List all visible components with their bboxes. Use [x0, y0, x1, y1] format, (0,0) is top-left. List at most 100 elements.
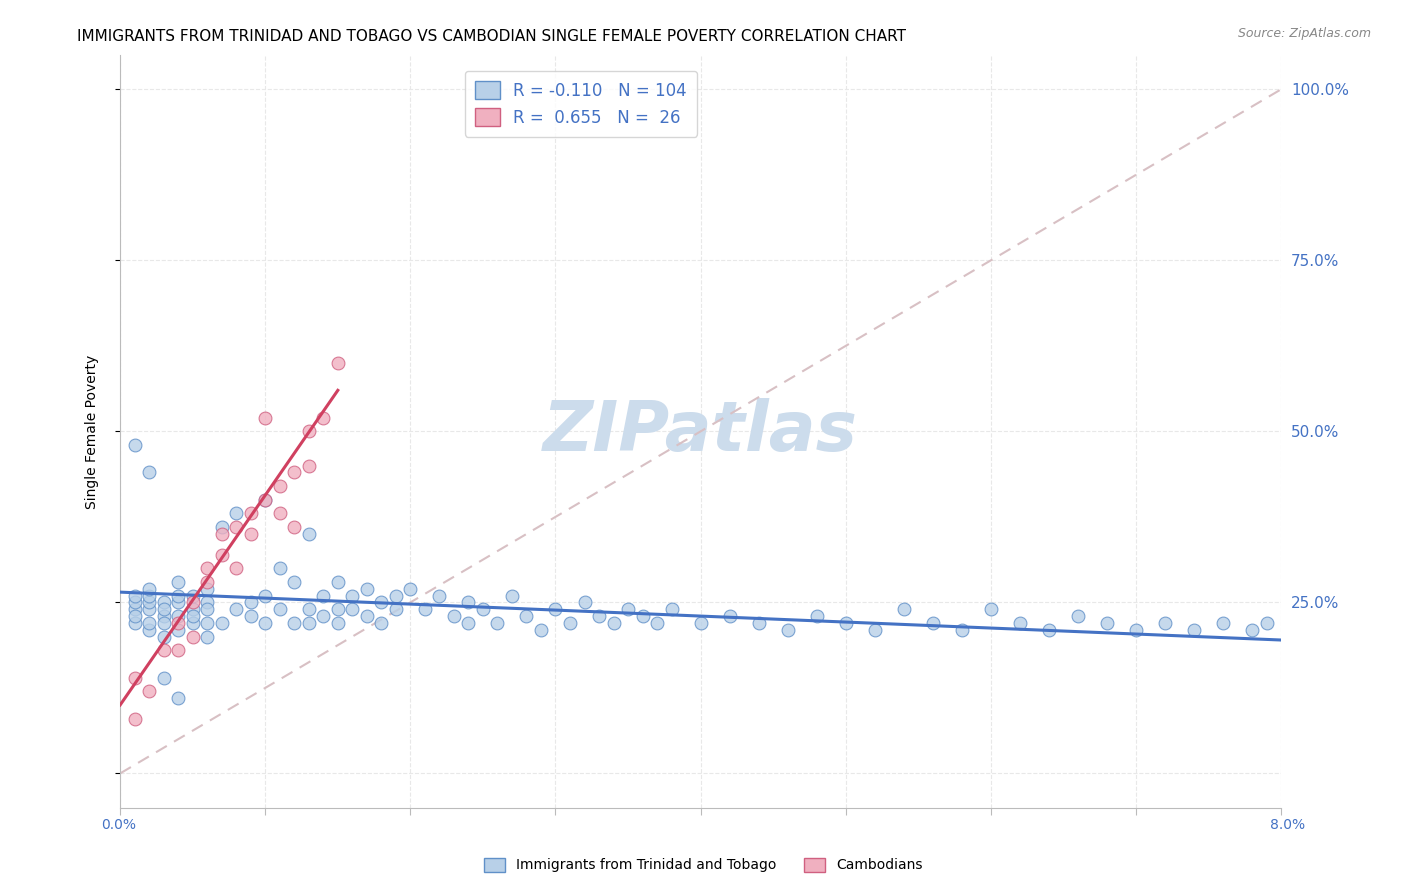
Point	[501, 589, 523, 603]
Legend: R = -0.110   N = 104, R =  0.655   N =  26: R = -0.110 N = 104, R = 0.655 N = 26	[465, 71, 697, 136]
Point	[544, 602, 567, 616]
Point	[1095, 615, 1118, 630]
Point	[211, 527, 233, 541]
Point	[138, 582, 160, 596]
Point	[1067, 609, 1090, 624]
Point	[1154, 615, 1177, 630]
Point	[181, 609, 204, 624]
Point	[574, 595, 596, 609]
Point	[181, 630, 204, 644]
Point	[283, 466, 305, 480]
Point	[124, 712, 146, 726]
Point	[181, 589, 204, 603]
Point	[429, 589, 451, 603]
Point	[457, 615, 479, 630]
Point	[239, 507, 262, 521]
Point	[138, 466, 160, 480]
Point	[921, 615, 943, 630]
Point	[211, 615, 233, 630]
Point	[124, 595, 146, 609]
Point	[950, 623, 973, 637]
Point	[661, 602, 683, 616]
Point	[298, 602, 321, 616]
Point	[269, 602, 291, 616]
Point	[239, 527, 262, 541]
Point	[588, 609, 610, 624]
Point	[152, 602, 174, 616]
Point	[283, 520, 305, 534]
Point	[152, 643, 174, 657]
Point	[167, 643, 190, 657]
Point	[413, 602, 436, 616]
Point	[1125, 623, 1147, 637]
Point	[167, 574, 190, 589]
Point	[370, 615, 392, 630]
Point	[283, 574, 305, 589]
Text: 8.0%: 8.0%	[1270, 818, 1305, 832]
Point	[167, 595, 190, 609]
Point	[138, 595, 160, 609]
Point	[1241, 623, 1264, 637]
Point	[1256, 615, 1278, 630]
Point	[239, 595, 262, 609]
Point	[356, 582, 378, 596]
Point	[152, 671, 174, 685]
Point	[298, 458, 321, 473]
Point	[254, 492, 277, 507]
Point	[225, 507, 247, 521]
Point	[298, 425, 321, 439]
Point	[457, 595, 479, 609]
Text: ZIPatlas: ZIPatlas	[543, 398, 858, 465]
Point	[748, 615, 770, 630]
Point	[1182, 623, 1205, 637]
Point	[326, 602, 349, 616]
Point	[806, 609, 828, 624]
Point	[399, 582, 422, 596]
Point	[138, 684, 160, 698]
Legend: Immigrants from Trinidad and Tobago, Cambodians: Immigrants from Trinidad and Tobago, Cam…	[478, 852, 928, 878]
Point	[1008, 615, 1031, 630]
Point	[167, 615, 190, 630]
Point	[254, 615, 277, 630]
Point	[602, 615, 624, 630]
Point	[138, 602, 160, 616]
Point	[443, 609, 465, 624]
Point	[124, 589, 146, 603]
Point	[225, 561, 247, 575]
Point	[152, 630, 174, 644]
Point	[124, 602, 146, 616]
Point	[326, 615, 349, 630]
Point	[326, 356, 349, 370]
Point	[124, 609, 146, 624]
Point	[1038, 623, 1060, 637]
Point	[385, 602, 408, 616]
Point	[283, 615, 305, 630]
Point	[167, 589, 190, 603]
Point	[195, 582, 218, 596]
Y-axis label: Single Female Poverty: Single Female Poverty	[86, 354, 100, 508]
Point	[689, 615, 711, 630]
Point	[530, 623, 553, 637]
Point	[181, 602, 204, 616]
Point	[138, 589, 160, 603]
Point	[298, 615, 321, 630]
Point	[269, 507, 291, 521]
Point	[181, 595, 204, 609]
Text: IMMIGRANTS FROM TRINIDAD AND TOBAGO VS CAMBODIAN SINGLE FEMALE POVERTY CORRELATI: IMMIGRANTS FROM TRINIDAD AND TOBAGO VS C…	[77, 29, 907, 44]
Point	[195, 595, 218, 609]
Point	[342, 602, 364, 616]
Point	[181, 615, 204, 630]
Point	[152, 609, 174, 624]
Point	[558, 615, 581, 630]
Point	[980, 602, 1002, 616]
Point	[152, 595, 174, 609]
Point	[471, 602, 494, 616]
Point	[312, 589, 335, 603]
Point	[211, 548, 233, 562]
Point	[138, 615, 160, 630]
Point	[138, 623, 160, 637]
Point	[254, 492, 277, 507]
Point	[326, 574, 349, 589]
Point	[167, 691, 190, 706]
Point	[195, 602, 218, 616]
